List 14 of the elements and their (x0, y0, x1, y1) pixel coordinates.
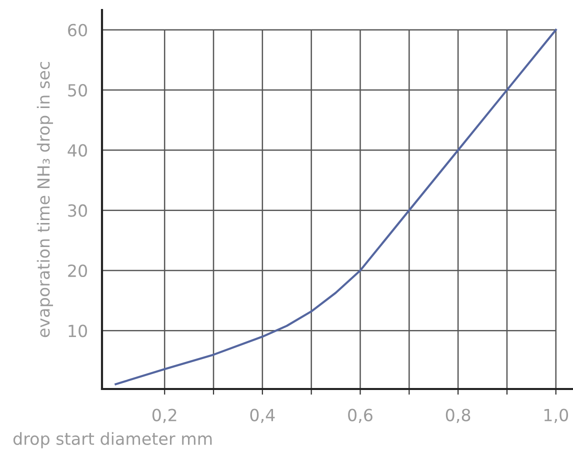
y-tick-label: 20 (68, 264, 88, 278)
y-tick-label: 40 (68, 144, 88, 157)
x-tick-label: 0,2 (152, 408, 176, 424)
x-tick-label: 0,8 (446, 408, 470, 424)
y-tick-label: 10 (68, 324, 88, 338)
x-tick-label: 0,6 (348, 408, 372, 424)
x-axis-title: drop start diameter mm (13, 432, 212, 448)
x-tick-label: 1,0 (544, 408, 568, 424)
line-series (114, 28, 557, 386)
y-tick-label: 30 (68, 204, 88, 217)
y-tick-label: 50 (68, 84, 88, 97)
x-tick-label: 0,4 (250, 408, 275, 424)
y-tick-label: 60 (68, 24, 88, 36)
y-axis-title: evaporation time NH₃ drop in sec (36, 62, 54, 338)
